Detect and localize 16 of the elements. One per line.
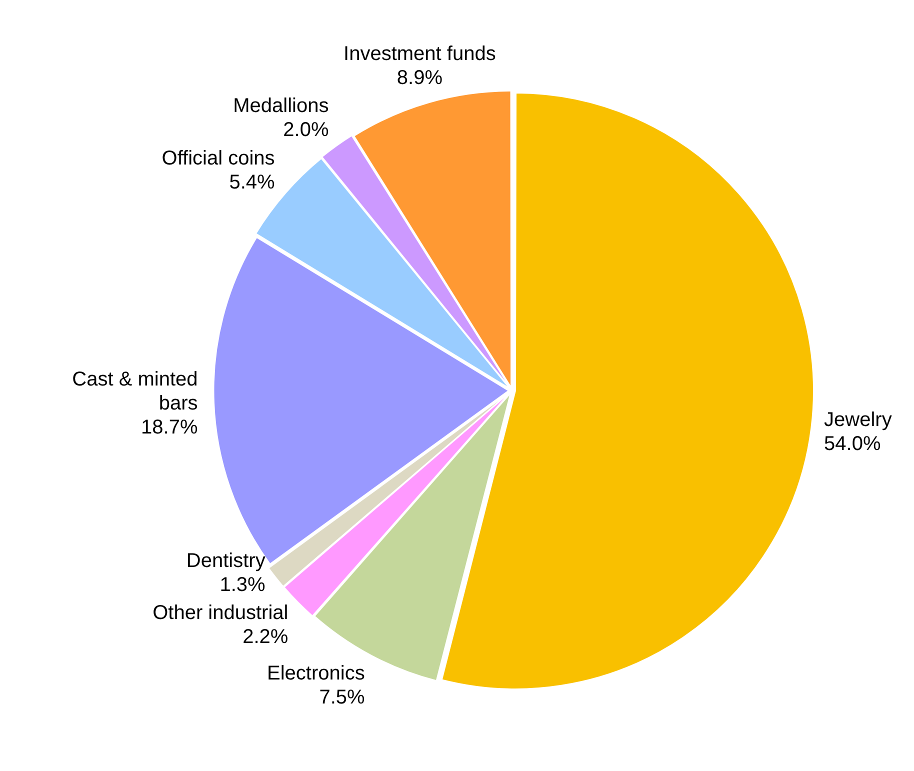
slice-label: Cast & minted bars	[72, 368, 198, 415]
data-label: 1.3%	[220, 574, 266, 596]
slice-label: Medallions	[233, 95, 329, 118]
data-label: 18.7%	[141, 416, 198, 439]
slice-label: Investment funds	[344, 43, 496, 66]
slice-label: Dentistry	[186, 550, 266, 572]
data-label: 7.5%	[319, 686, 366, 709]
data-label: 5.4%	[229, 171, 275, 194]
slice-label: Official coins	[162, 147, 275, 170]
slice-label: Other industrial	[152, 602, 288, 624]
slice-label: Jewelry	[824, 408, 892, 431]
data-label: 54.0%	[824, 432, 881, 455]
data-label: 2.0%	[283, 119, 329, 142]
slice-label: Electronics	[267, 662, 365, 685]
data-label: 8.9%	[396, 67, 443, 90]
data-label: 2.2%	[242, 626, 288, 648]
